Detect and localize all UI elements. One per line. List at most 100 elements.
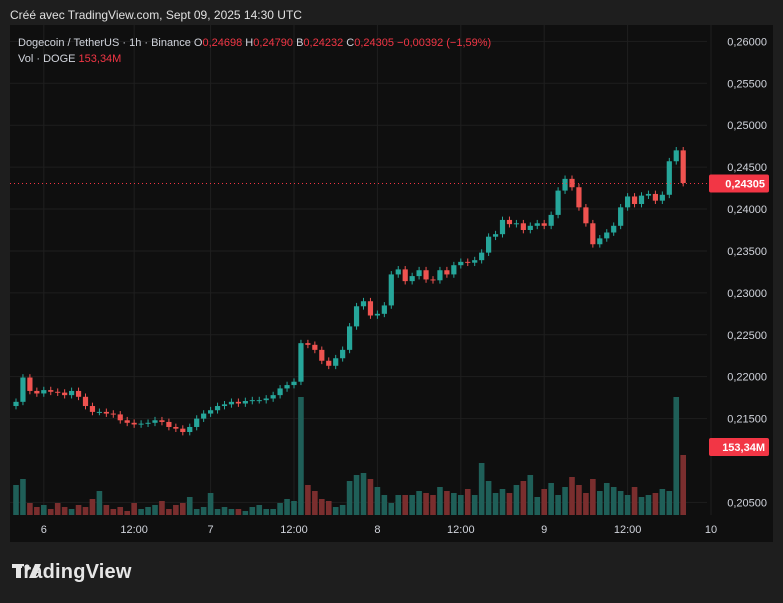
volume-bar (458, 495, 464, 515)
x-tick-label: 12:00 (614, 524, 642, 536)
volume-bar (534, 497, 541, 515)
candle-body (173, 426, 179, 429)
candle-body (423, 270, 429, 280)
candle-body (479, 252, 485, 261)
candle-body (680, 150, 686, 184)
volume-bar (41, 505, 47, 515)
candle-body (180, 428, 186, 433)
volume-bar (610, 487, 617, 515)
candle-body (138, 423, 144, 425)
y-tick-label: 0,25000 (727, 120, 767, 132)
volume-bar (617, 491, 624, 515)
candle-body (652, 193, 658, 201)
candle-body (103, 411, 109, 414)
volume-bar (395, 495, 402, 515)
volume-bar (603, 483, 610, 515)
volume-bar (638, 497, 645, 515)
volume-bar (131, 503, 137, 515)
change-value: −0,00392 (−1,59%) (397, 37, 492, 49)
volume-bar (451, 493, 457, 515)
candle-body (333, 358, 339, 366)
candle-body (506, 219, 513, 225)
volume-bar (312, 491, 318, 515)
volume-bar (680, 455, 686, 515)
chart-panel[interactable]: 0,26000 0,25500 0,25000 0,24500 0,24000 0,235… (10, 25, 773, 542)
volume-bar (492, 493, 499, 515)
volume-bar (430, 495, 436, 515)
candle-body (569, 178, 575, 188)
volume-bar (485, 481, 492, 515)
volume-bar (652, 493, 659, 515)
candle-body (409, 276, 415, 282)
candle-body (34, 390, 40, 394)
candle-body (513, 223, 519, 225)
volume-bar (374, 487, 381, 515)
volume-bar (381, 495, 388, 515)
candlestick-chart[interactable]: 0,26000 0,25500 0,25000 0,24500 0,24000 0,235… (10, 25, 773, 542)
volume-bar (624, 495, 631, 515)
candle-body (416, 270, 422, 277)
y-tick-label: 0,22000 (727, 372, 767, 384)
candle-body (527, 225, 533, 230)
volume-bar (180, 503, 186, 515)
volume-bar (332, 507, 339, 515)
volume-label[interactable]: Vol · DOGE (18, 53, 76, 65)
candle-body (520, 223, 526, 230)
candle-body (55, 391, 61, 393)
volume-bar (367, 479, 374, 515)
candle-body (194, 418, 200, 427)
volume-bar (583, 493, 589, 515)
volume-value: 153,34M (78, 53, 122, 65)
volume-bar (96, 491, 103, 515)
candle-body (437, 270, 443, 281)
y-tick-label: 0,24000 (727, 204, 767, 216)
y-tick-label: 0,26000 (727, 36, 767, 48)
candle-body (263, 398, 269, 401)
volume-bar (270, 509, 276, 515)
candle-body (305, 343, 311, 345)
x-tick-label: 12:00 (120, 524, 148, 536)
candle-body (548, 214, 554, 226)
candle-body (347, 326, 353, 350)
candle-body (13, 401, 19, 407)
high-value: 0,24790 (253, 37, 294, 49)
volume-bar (506, 493, 513, 515)
volume-bar (138, 509, 144, 515)
candle-body (562, 178, 568, 191)
candle-body (214, 406, 221, 411)
candle-body (472, 260, 478, 263)
x-tick-label: 12:00 (280, 524, 308, 536)
volume-bar (562, 487, 568, 515)
close-label: C (346, 37, 355, 49)
candle-body (666, 161, 672, 195)
tradingview-brand[interactable]: TradingView (12, 561, 132, 584)
candle-body (291, 381, 297, 386)
candle-body (597, 238, 603, 245)
candle-body (402, 269, 408, 282)
volume-bar (20, 479, 26, 515)
volume-bar (416, 491, 422, 515)
volume-bar (68, 509, 75, 515)
volume-bar (513, 485, 520, 515)
volume-bar (13, 485, 19, 515)
candle-body (62, 392, 68, 396)
x-tick-label: 9 (541, 524, 547, 536)
symbol-label[interactable]: Dogecoin / TetherUS · 1h · Binance (18, 37, 191, 49)
candle-body (256, 400, 262, 402)
last-volume-tag (709, 438, 769, 456)
low-label: B (296, 37, 304, 49)
volume-bar (82, 507, 89, 515)
candle-body (465, 261, 471, 263)
brand-name: TradingView (12, 561, 132, 583)
volume-bar (471, 495, 478, 515)
volume-bar (145, 507, 151, 515)
candle-body (555, 190, 561, 215)
volume-bar (339, 505, 346, 515)
candle-body (152, 420, 158, 423)
volume-bar (152, 505, 158, 515)
candle-body (319, 349, 325, 361)
candle-body (486, 236, 492, 253)
tradingview-logo-icon (12, 564, 41, 578)
volume-bar (173, 505, 179, 515)
y-tick-label: 0,24500 (727, 162, 767, 174)
